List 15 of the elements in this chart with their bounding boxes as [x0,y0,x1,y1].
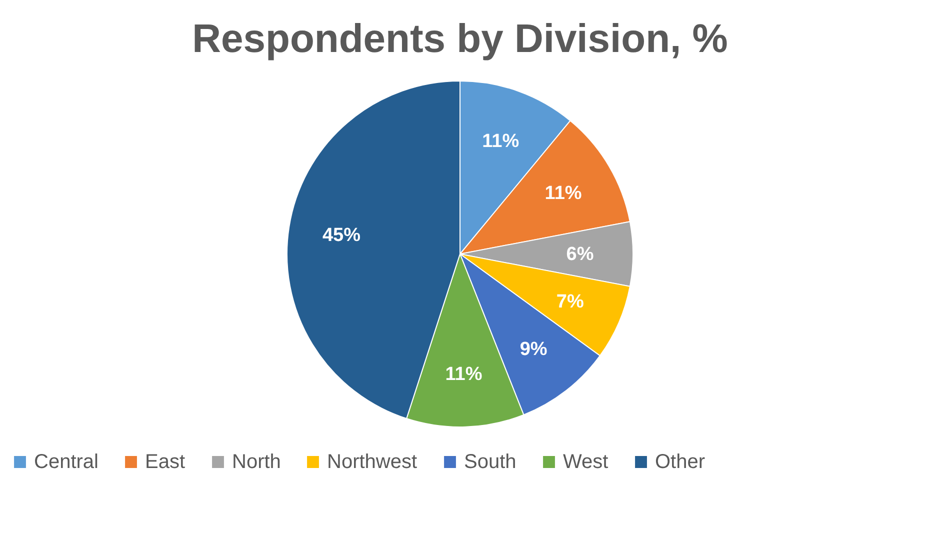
data-label: 7% [556,292,584,313]
legend-label: East [145,451,186,473]
legend-label: Other [655,451,706,473]
data-label: 6% [566,244,594,265]
legend-label: Central [34,451,98,473]
legend-label: West [563,451,609,473]
legend-label: Northwest [327,451,418,473]
legend-label: South [464,451,516,473]
data-label: 45% [322,225,361,246]
data-label: 11% [445,364,482,385]
data-label: 11% [482,131,520,152]
chart-title: Respondents by Division, % [192,17,728,61]
legend-label: North [232,451,281,473]
data-label: 9% [520,338,548,360]
data-label: 11% [544,182,582,204]
